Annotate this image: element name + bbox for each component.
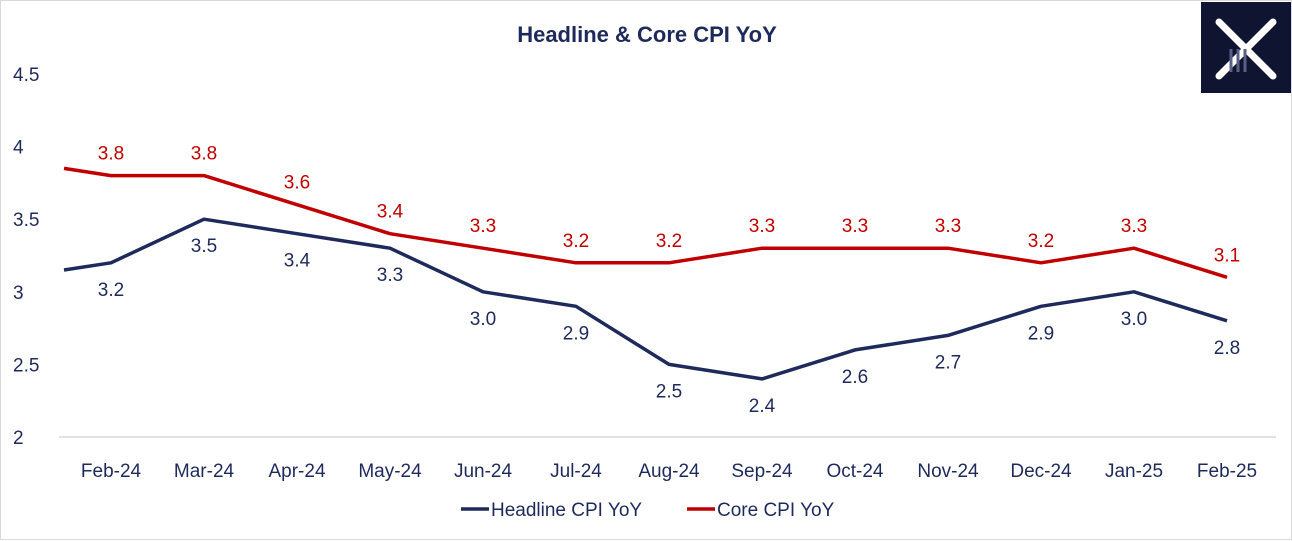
y-tick-label: 4.5 (13, 65, 39, 86)
x-logo-icon (1215, 18, 1277, 80)
x-tick-label: Jun-24 (454, 461, 513, 482)
headline-data-label: 3.4 (284, 251, 311, 272)
y-tick-label: 3.5 (13, 210, 39, 231)
core-data-label: 3.3 (935, 216, 961, 237)
core-data-label: 3.1 (1214, 245, 1240, 266)
headline-data-label: 2.5 (656, 381, 682, 402)
x-tick-label: Jul-24 (550, 461, 602, 482)
headline-data-label: 2.4 (749, 396, 776, 417)
core-data-label: 3.8 (191, 144, 217, 165)
x-tick-label: Nov-24 (917, 461, 979, 482)
headline-data-label: 3.5 (191, 236, 217, 257)
y-tick-label: 4 (13, 138, 24, 159)
x-tick-label: Feb-24 (81, 461, 142, 482)
x-tick-label: Dec-24 (1010, 461, 1072, 482)
core-data-label: 3.6 (284, 173, 310, 194)
headline-data-label: 3.0 (470, 309, 496, 330)
core-data-label: 3.2 (656, 231, 682, 252)
headline-data-label: 2.9 (1028, 323, 1054, 344)
core-data-label: 3.3 (749, 216, 775, 237)
x-tick-label: May-24 (358, 461, 422, 482)
core-data-label: 3.3 (470, 216, 496, 237)
y-tick-label: 2 (13, 428, 24, 449)
y-tick-label: 3 (13, 283, 24, 304)
headline-data-label: 2.9 (563, 323, 589, 344)
x-tick-label: Aug-24 (638, 461, 700, 482)
headline-data-label: 3.0 (1121, 309, 1147, 330)
headline-data-label: 3.2 (98, 280, 124, 301)
core-data-label: 3.2 (1028, 231, 1054, 252)
headline-data-label: 2.6 (842, 367, 868, 388)
core-data-label: 3.2 (563, 231, 589, 252)
core-data-label: 3.3 (842, 216, 868, 237)
y-tick-label: 2.5 (13, 355, 39, 376)
chart-title: Headline & Core CPI YoY (517, 22, 777, 47)
brand-logo (1201, 2, 1291, 93)
x-tick-label: Mar-24 (174, 461, 235, 482)
headline-data-label: 2.7 (935, 352, 961, 373)
legend-label-core: Core CPI YoY (717, 500, 835, 521)
x-tick-label: Oct-24 (826, 461, 883, 482)
core-data-label: 3.3 (1121, 216, 1147, 237)
core-data-label: 3.4 (377, 202, 404, 223)
headline-data-label: 2.8 (1214, 338, 1240, 359)
core-cpi-line (63, 166, 1228, 279)
x-tick-label: Apr-24 (268, 461, 325, 482)
headline-cpi-line (63, 217, 1228, 381)
legend-label-headline: Headline CPI YoY (491, 500, 642, 521)
x-tick-label: Feb-25 (1197, 461, 1257, 482)
x-tick-label: Jan-25 (1105, 461, 1163, 482)
headline-data-label: 3.3 (377, 265, 403, 286)
x-tick-label: Sep-24 (731, 461, 793, 482)
core-data-label: 3.8 (98, 144, 124, 165)
